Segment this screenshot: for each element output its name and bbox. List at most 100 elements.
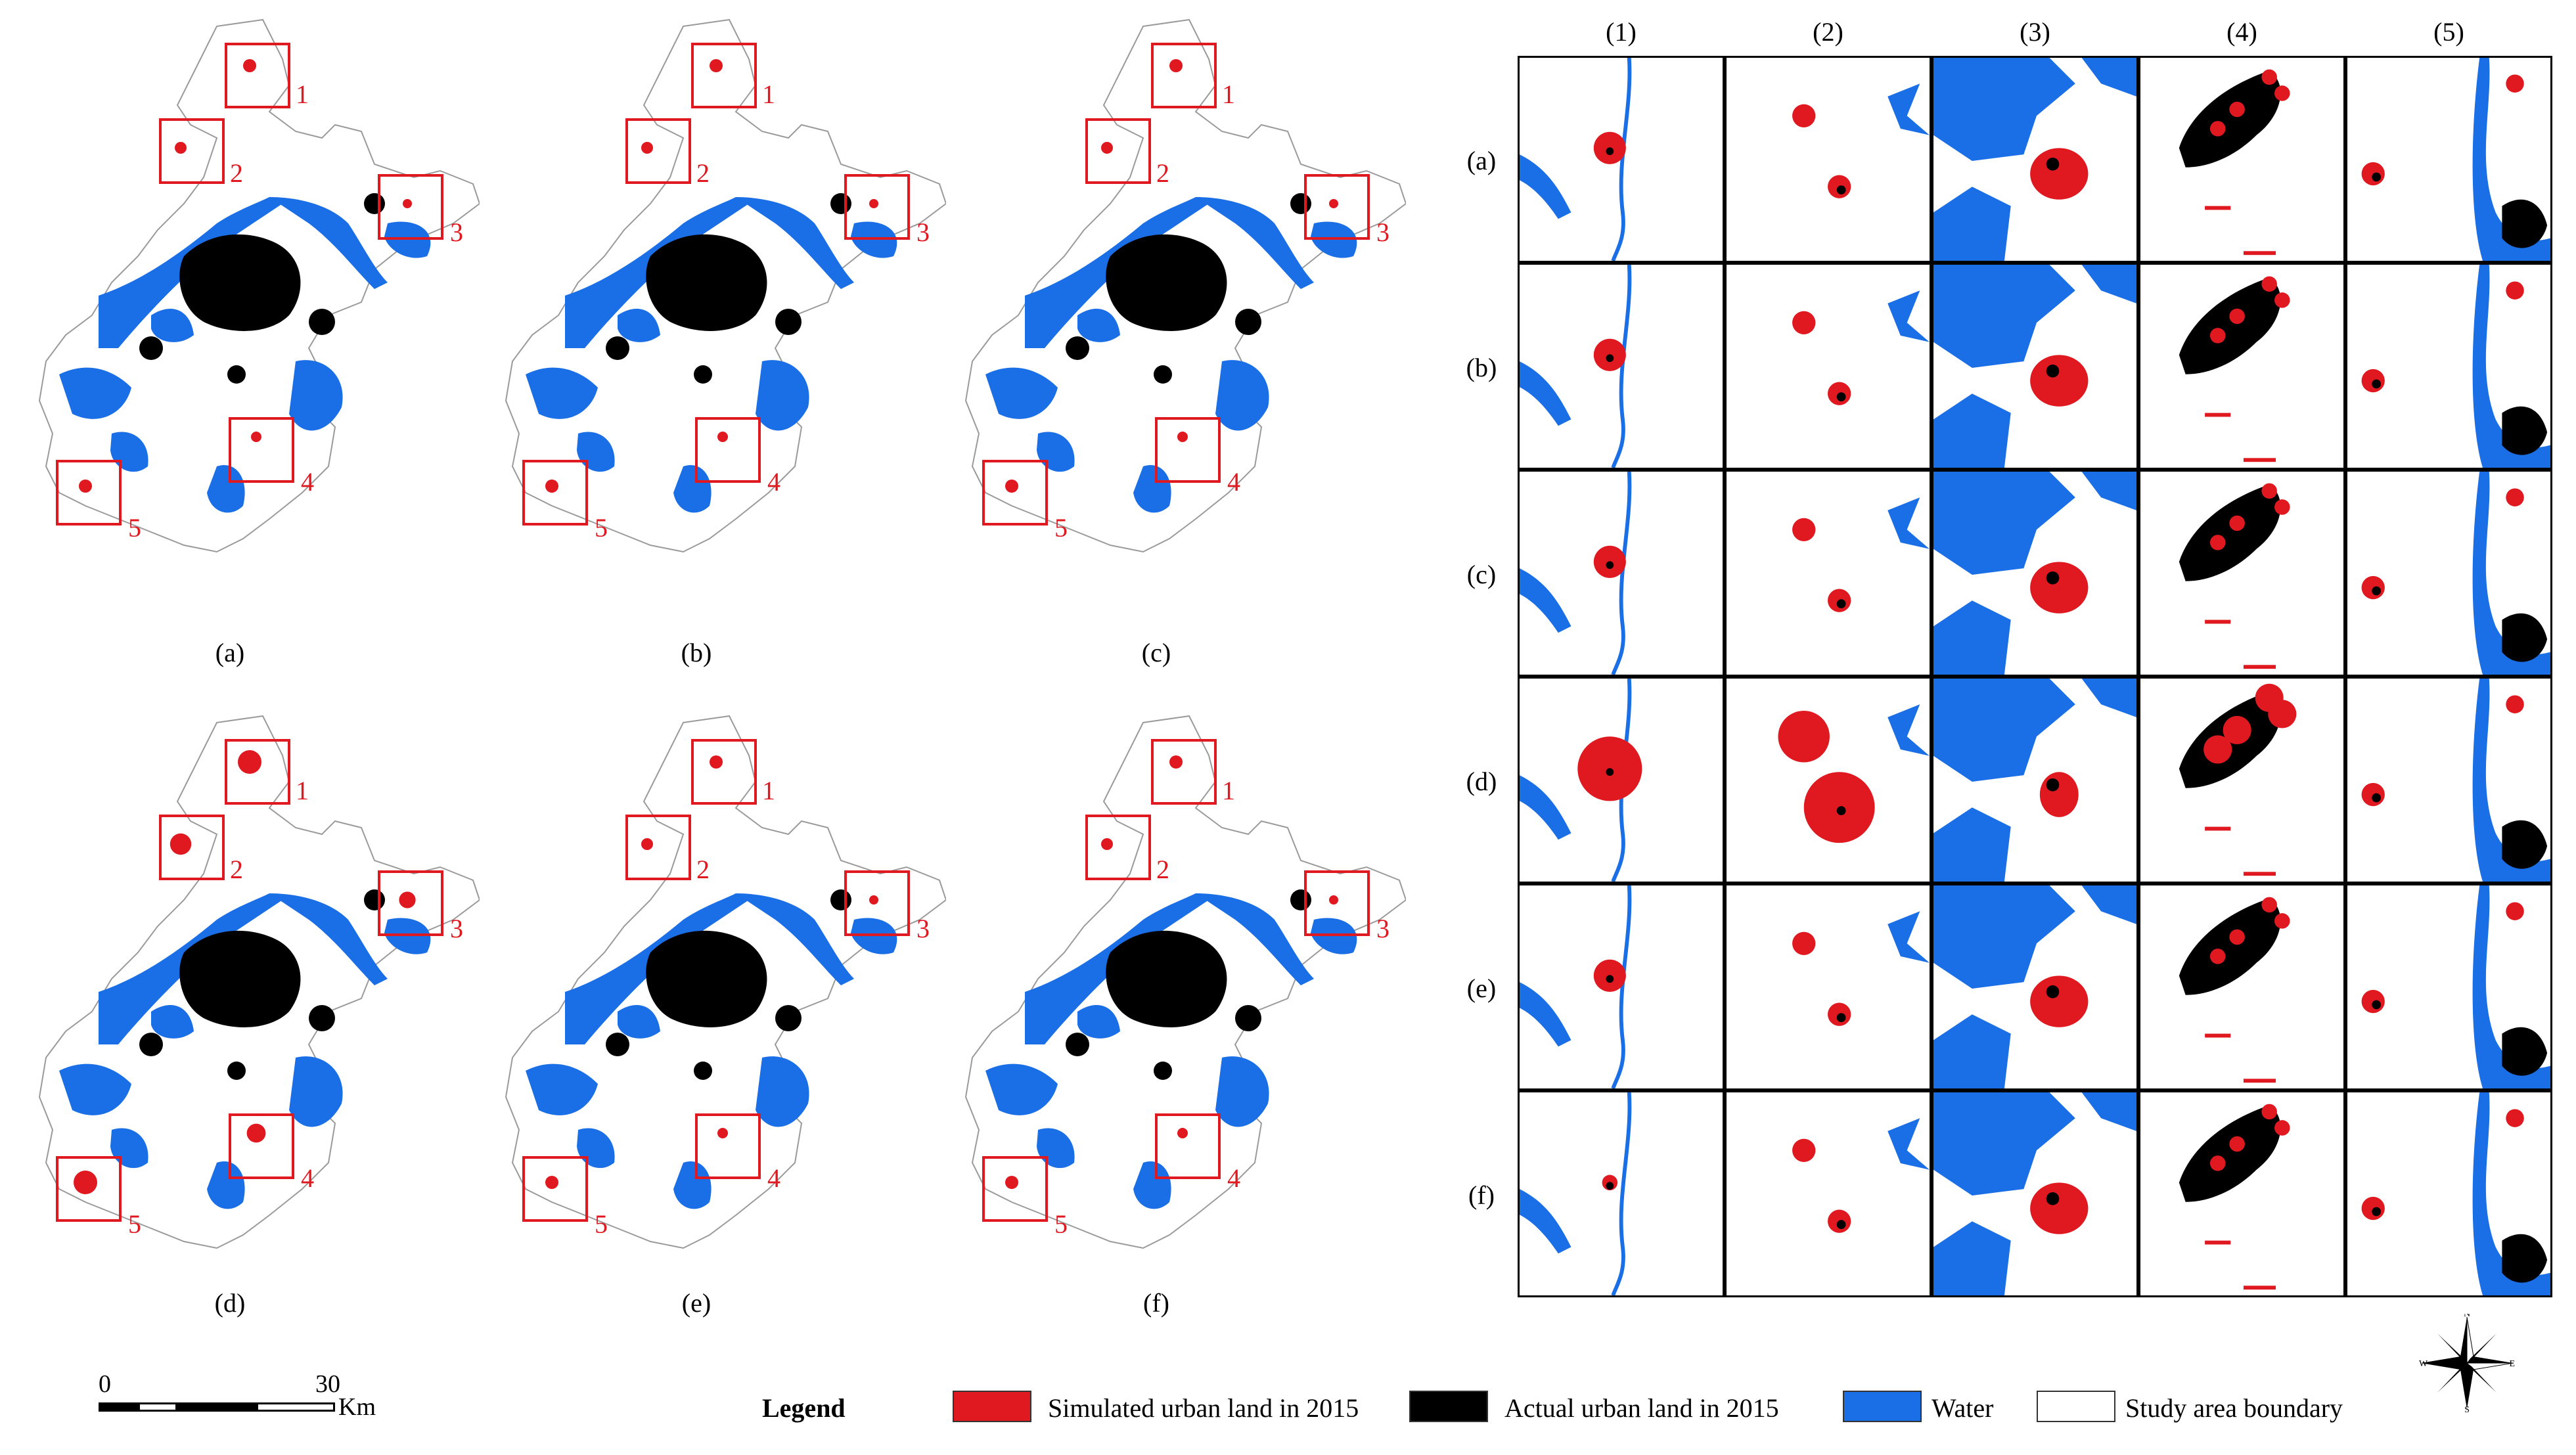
- water-body: [1933, 807, 2011, 882]
- simulated-patch: [1792, 1138, 1816, 1162]
- zoom-box-1: [691, 43, 757, 108]
- zoom-box-number-2: 2: [1156, 158, 1169, 188]
- water-body-4: [289, 1056, 343, 1127]
- water-body: [1520, 775, 1571, 840]
- north-arrow-icon: N S E W: [2418, 1309, 2516, 1415]
- zoom-box-5: [522, 1156, 588, 1222]
- zoom-box-number-2: 2: [230, 158, 243, 188]
- water-body: [1933, 1221, 2011, 1295]
- simulated-patch: [2261, 897, 2277, 913]
- simulated-patch: [2361, 369, 2385, 393]
- simulated-patch: [2506, 281, 2524, 300]
- water-body-1: [99, 197, 282, 348]
- zoom-box-number-4: 4: [767, 467, 780, 497]
- simulated-patch-3: [869, 199, 878, 208]
- water-body: [2081, 679, 2136, 717]
- scale-segment-3: [177, 1402, 256, 1412]
- scale-bar: 0 30: [99, 1370, 340, 1412]
- urban-patch-actual-1: [139, 336, 163, 360]
- water-body: [1520, 982, 1571, 1047]
- zoom-cell: [2345, 884, 2552, 1090]
- simulated-patch: [2205, 1033, 2231, 1038]
- water-body-1: [99, 893, 282, 1044]
- simulated-patch: [1792, 104, 1816, 127]
- water-body: [1887, 704, 1930, 756]
- simulated-patch-2: [175, 142, 187, 154]
- simulated-patch-1: [238, 750, 261, 774]
- water-body-4: [756, 360, 809, 431]
- water-body-7: [618, 309, 660, 342]
- simulated-patch: [2361, 162, 2385, 186]
- water-body: [1933, 1092, 2075, 1196]
- grid-column-header: (2): [1813, 17, 1843, 47]
- simulated-patch-3: [403, 199, 412, 208]
- water-body: [2081, 1092, 2136, 1131]
- scale-segment-4: [256, 1402, 335, 1412]
- map-panel-label: (d): [214, 1288, 246, 1318]
- water-body-2: [736, 197, 854, 289]
- simulated-patch: [2030, 148, 2089, 200]
- simulated-patch-3: [1329, 199, 1338, 208]
- legend-swatch-water: [1843, 1391, 1922, 1422]
- simulated-patch: [1792, 311, 1816, 334]
- urban-patch-actual-1: [1066, 1033, 1089, 1056]
- water-body-5: [673, 1161, 712, 1209]
- actual-urban: [2179, 1105, 2281, 1202]
- zoom-box-number-2: 2: [696, 855, 710, 884]
- zoom-box-number-5: 5: [1054, 1209, 1068, 1239]
- zoom-box-number-2: 2: [1156, 855, 1169, 884]
- simulated-patch: [2205, 206, 2231, 210]
- legend-label-actual: Actual urban land in 2015: [1504, 1393, 1779, 1423]
- zoom-cell: [1932, 470, 2138, 677]
- simulated-patch-4: [717, 1128, 728, 1138]
- water-body-6: [1311, 221, 1357, 258]
- actual-patch: [2372, 793, 2382, 803]
- zoom-box-4: [229, 417, 294, 483]
- simulated-patch: [1778, 711, 1830, 763]
- simulated-patch-4: [717, 432, 728, 442]
- simulated-patch: [2243, 251, 2276, 256]
- water-body-1: [1025, 197, 1209, 348]
- simulated-patch: [2209, 535, 2226, 550]
- zoom-box-number-4: 4: [1227, 1163, 1240, 1193]
- water-body: [2472, 679, 2550, 882]
- zoom-box-number-1: 1: [296, 79, 309, 109]
- legend-label-water: Water: [1932, 1393, 1994, 1423]
- water-body-1: [1025, 893, 1209, 1044]
- zoom-cell: [2138, 1090, 2345, 1297]
- zoom-box-4: [229, 1113, 294, 1179]
- water-body-3: [985, 367, 1058, 419]
- zoom-box-number-1: 1: [762, 79, 775, 109]
- zoom-cell: [1725, 884, 1932, 1090]
- actual-urban: [2502, 1234, 2548, 1283]
- simulated-patch-3: [1329, 895, 1338, 905]
- river: [1611, 885, 1632, 1088]
- simulated-patch-4: [1177, 432, 1188, 442]
- zoom-box-number-2: 2: [230, 855, 243, 884]
- actual-patch: [1836, 599, 1846, 608]
- water-body-4: [289, 360, 343, 431]
- actual-urban: [2502, 406, 2548, 455]
- simulated-patch: [2274, 85, 2290, 101]
- simulated-patch-5: [79, 480, 92, 493]
- urban-patch-actual-4: [1154, 1062, 1172, 1080]
- simulated-patch: [2229, 515, 2245, 531]
- zoom-box-number-4: 4: [301, 467, 314, 497]
- simulated-patch: [2209, 1155, 2226, 1171]
- actual-patch: [1606, 147, 1614, 156]
- water-body: [1933, 472, 2075, 575]
- zoom-cell: [2345, 1090, 2552, 1297]
- zoom-box-4: [1155, 417, 1221, 483]
- overview-map-5: 1 2 3 4 5 (e): [486, 703, 946, 1318]
- water-body: [1887, 83, 1930, 135]
- simulated-patch: [2039, 772, 2079, 817]
- water-body: [1520, 154, 1571, 219]
- water-body-5: [673, 465, 712, 513]
- overview-map-4: 1 2 3 4 5 (d): [20, 703, 480, 1318]
- simulated-patch-4: [246, 1123, 266, 1143]
- simulated-patch: [2205, 1240, 2231, 1245]
- zoom-box-2: [159, 815, 225, 880]
- zoom-box-1: [691, 739, 757, 805]
- urban-patch-actual-2: [309, 309, 335, 335]
- zoom-box-number-3: 3: [916, 217, 930, 247]
